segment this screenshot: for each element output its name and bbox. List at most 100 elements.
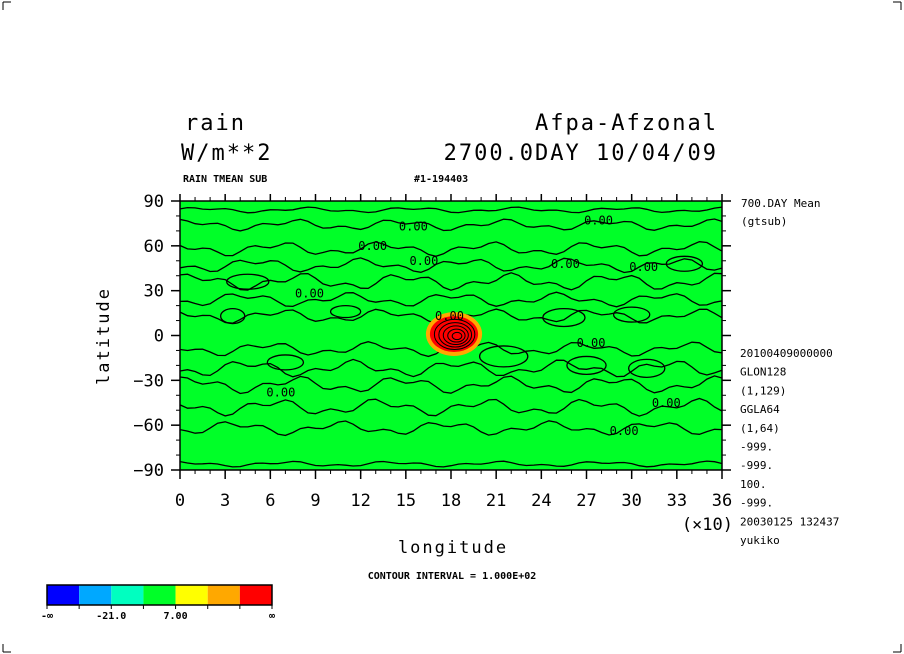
closed-contour-2	[329, 304, 362, 319]
x-tick-label-8: 24	[531, 491, 551, 511]
units-label: W/m**2	[181, 141, 272, 166]
side-info-top-line-1: (gtsub)	[741, 215, 787, 228]
variable-name: rain	[185, 111, 246, 136]
side-info-bottom-line-9: 20030125 132437	[740, 515, 839, 528]
side-info-bottom-line-0: 20100409000000	[740, 347, 833, 360]
x-tick-label-2: 6	[265, 491, 275, 511]
side-info-bottom-line-7: 100.	[740, 478, 767, 491]
contour-line-3	[180, 257, 722, 274]
y-tick-label-5: −60	[133, 416, 164, 436]
closed-contour-1	[266, 354, 305, 371]
contour-line-8	[180, 358, 722, 378]
colorbar-swatch-0	[47, 585, 80, 605]
contour-line-10	[180, 397, 722, 417]
side-info-top-line-0: 700.DAY Mean	[741, 197, 820, 210]
colorbar-swatch-2	[111, 585, 144, 605]
x-tick-label-5: 15	[396, 491, 416, 511]
closed-contour-5	[478, 345, 529, 368]
x-tick-label-0: 0	[175, 491, 185, 511]
y-axis-ticks: 90 60 30 0 −30 −60 −90	[133, 192, 731, 481]
contour-label-7: 0.00	[435, 309, 464, 323]
hotspot-core	[429, 316, 479, 352]
hotspot-contour-3	[442, 325, 469, 346]
side-info-bottom-line-1: GLON128	[740, 366, 786, 379]
colorbar-swatch-4	[175, 585, 208, 605]
colorbar-label-0: -∞	[41, 611, 53, 622]
colorbar-swatch-3	[143, 585, 176, 605]
subtitle-mid: #1-194403	[414, 174, 468, 185]
contour-label-8: 0.00	[577, 336, 606, 350]
contour-line-9	[180, 375, 722, 395]
colorbar: -∞ -21.0 7.00 ∞	[41, 584, 275, 622]
colorbar-label-3: ∞	[269, 611, 275, 622]
hotspot-contour-1	[433, 318, 476, 350]
x-tick-label-4: 12	[350, 491, 370, 511]
time-label: 2700.0DAY 10/04/09	[444, 141, 718, 166]
colorbar-swatch-1	[79, 585, 112, 605]
x-tick-label-6: 18	[441, 491, 461, 511]
x-tick-label-9: 27	[576, 491, 596, 511]
y-axis-label: latitude	[94, 287, 114, 385]
y-tick-label-0: 90	[144, 192, 164, 212]
contour-label-5: 0.00	[629, 260, 658, 274]
x-tick-label-12: 36	[712, 491, 732, 511]
y-tick-label-4: −30	[133, 371, 164, 391]
closed-contour-8	[226, 273, 270, 290]
contour-line-12	[180, 460, 722, 468]
experiment-label: Afpa-Afzonal	[535, 111, 718, 136]
x-multiplier-label: (×10)	[682, 515, 733, 535]
side-info-bottom-line-3: GGLA64	[740, 403, 780, 416]
x-tick-label-10: 30	[621, 491, 641, 511]
y-tick-label-2: 30	[144, 282, 164, 302]
colorbar-swatch-6	[239, 585, 272, 605]
side-info-bottom-line-6: -999.	[740, 459, 773, 472]
side-info-top: 700.DAY Mean (gtsub)	[741, 197, 820, 228]
x-tick-label-1: 3	[220, 491, 230, 511]
y-tick-label-6: −90	[133, 461, 164, 481]
side-info-bottom: 20100409000000 GLON128 (1,129) GGLA64 (1,64)…	[740, 347, 839, 547]
contour-label-2: 0.00	[409, 254, 438, 268]
closed-contour-4	[612, 306, 651, 323]
contour-interval-label: CONTOUR INTERVAL = 1.000E+02	[368, 571, 537, 582]
contour-label-4: 0.00	[551, 257, 580, 271]
side-info-bottom-line-4: (1,64)	[740, 422, 780, 435]
side-info-bottom-line-2: (1,129)	[740, 384, 786, 397]
y-tick-label-1: 60	[144, 237, 164, 257]
subtitle-left: RAIN TMEAN SUB	[183, 174, 267, 185]
contour-line-4	[180, 272, 722, 291]
y-tick-label-3: 0	[154, 327, 164, 347]
contour-line-0	[180, 206, 722, 214]
contour-line-11	[180, 420, 722, 437]
closed-contour-3	[542, 307, 586, 328]
hotspot-contour-2	[438, 322, 473, 348]
colorbar-label-1: -21.0	[96, 611, 126, 622]
contour-line-2	[180, 241, 722, 257]
contour-label-3: 0.00	[584, 213, 613, 227]
closed-contour-9	[665, 255, 704, 272]
side-info-bottom-line-8: -999.	[740, 497, 773, 510]
hotspot-contour-4	[447, 328, 466, 343]
contour-label-9: 0.00	[266, 385, 295, 399]
x-tick-label-7: 21	[486, 491, 506, 511]
contour-labels: 0.00 0.00 0.00 0.00 0.00 0.00 0.00 0.00 0.00 0.00…	[266, 213, 680, 438]
contour-label-11: 0.00	[610, 424, 639, 438]
x-tick-label-11: 33	[667, 491, 687, 511]
x-axis-ticks: 0 3 6 9 12 15 18 21 24 27 30 33 36	[175, 194, 732, 511]
contour-label-0: 0.00	[399, 219, 428, 233]
hotspot-contour-5	[451, 331, 463, 341]
side-info-bottom-line-10: yukiko	[740, 534, 780, 547]
contour-label-6: 0.00	[295, 287, 324, 301]
x-tick-label-3: 9	[310, 491, 320, 511]
contour-line-5	[180, 291, 722, 308]
contour-label-1: 0.00	[358, 239, 387, 253]
contour-label-10: 0.00	[652, 396, 681, 410]
side-info-bottom-line-5: -999.	[740, 441, 773, 454]
colorbar-label-2: 7.00	[164, 611, 188, 622]
x-axis-label: longitude	[398, 538, 508, 558]
contour-line-1	[180, 218, 722, 232]
closed-contour-0	[219, 307, 246, 325]
closed-contour-7	[628, 358, 666, 378]
closed-contour-6	[566, 355, 607, 376]
